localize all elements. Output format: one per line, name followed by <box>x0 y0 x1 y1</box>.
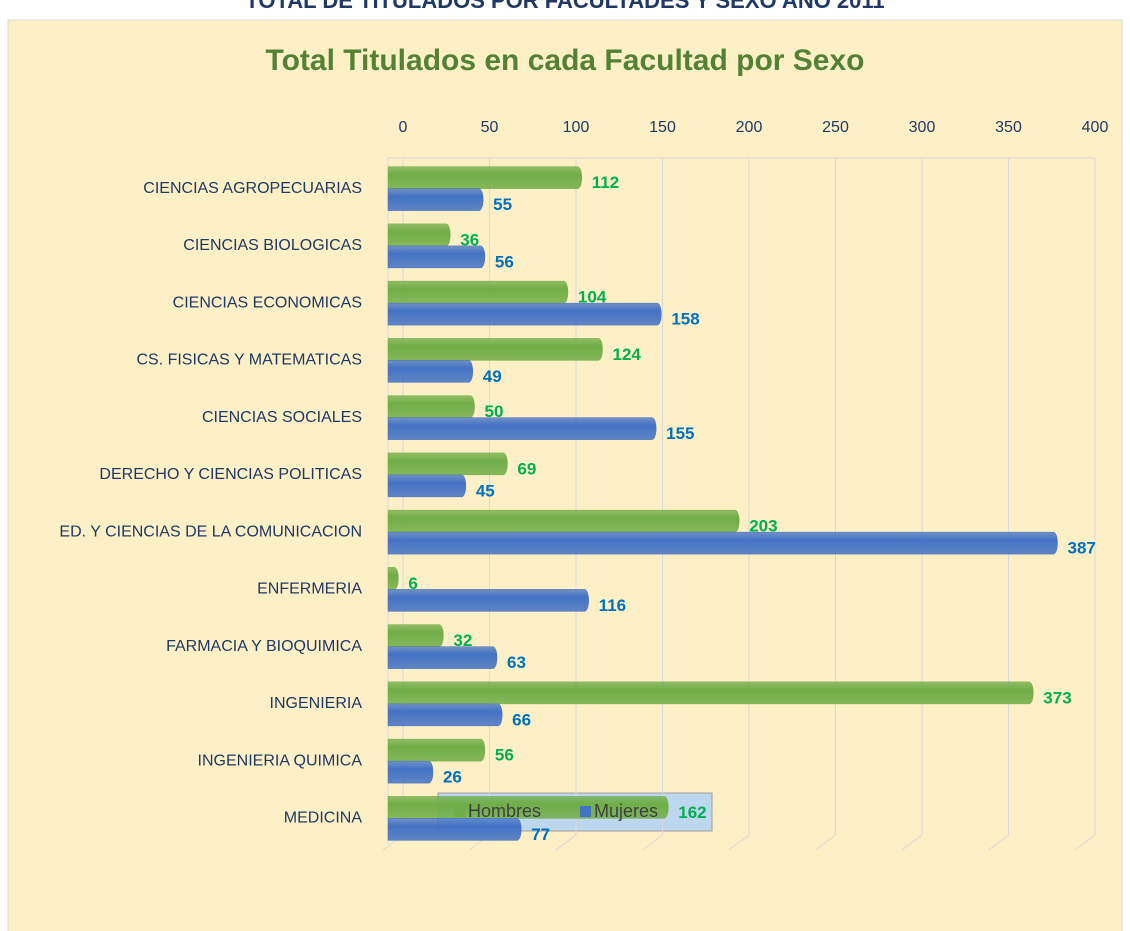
grid-line <box>815 834 836 851</box>
y-tick-label: INGENIERIA QUIMICA <box>198 752 363 769</box>
chart-title: Total Titulados en cada Facultad por Sex… <box>265 44 864 77</box>
data-label: 63 <box>507 653 526 672</box>
x-tick-label: 350 <box>995 119 1022 136</box>
grid-line <box>555 834 577 851</box>
y-tick-label: CS. FISICAS Y MATEMATICAS <box>136 352 362 369</box>
bar <box>387 338 603 361</box>
x-tick-label: 200 <box>736 119 763 136</box>
data-label: 373 <box>1043 688 1071 707</box>
x-tick-label: 100 <box>563 119 590 136</box>
bar <box>387 360 473 383</box>
bar <box>387 818 522 841</box>
x-tick-label: 400 <box>1082 119 1109 136</box>
y-tick-label: CIENCIAS AGROPECUARIAS <box>143 180 362 197</box>
data-label: 50 <box>485 402 504 421</box>
data-label: 387 <box>1068 539 1096 558</box>
y-tick-label: ED. Y CIENCIAS DE LA COMUNICACION <box>59 523 362 540</box>
data-label: 32 <box>453 631 472 650</box>
data-label: 6 <box>408 574 417 593</box>
bar <box>387 395 475 418</box>
y-tick-label: ENFERMERIA <box>257 581 362 598</box>
data-label: 155 <box>666 424 694 443</box>
grid-line <box>901 834 923 851</box>
bar <box>387 245 486 269</box>
bar <box>387 280 569 304</box>
grid-line <box>642 834 663 851</box>
y-tick-label: CIENCIAS BIOLOGICAS <box>183 237 362 254</box>
bar <box>387 567 399 590</box>
data-label: 162 <box>678 803 706 822</box>
data-label: 56 <box>495 252 514 271</box>
bar <box>387 223 451 247</box>
y-tick-label: MEDICINA <box>284 810 363 827</box>
data-label: 116 <box>599 596 626 615</box>
bar <box>387 509 740 533</box>
data-label: 36 <box>460 230 479 249</box>
y-tick-label: CIENCIAS SOCIALES <box>202 409 362 426</box>
legend-label: Hombres <box>468 801 541 821</box>
page-title: TOTAL DE TITULADOS POR FACULTADES Y SEXO… <box>245 0 884 13</box>
x-tick-label: 0 <box>399 119 408 136</box>
data-label: 26 <box>443 768 462 787</box>
data-label: 56 <box>495 746 514 765</box>
data-label: 55 <box>493 195 512 214</box>
data-label: 77 <box>531 825 550 844</box>
data-label: 112 <box>592 173 619 192</box>
legend-label: Mujeres <box>594 801 658 821</box>
data-label: 124 <box>613 345 642 364</box>
y-tick-label: FARMACIA Y BIOQUIMICA <box>166 638 362 655</box>
bar <box>387 760 434 784</box>
grid-line <box>988 834 1009 851</box>
bar <box>387 302 662 326</box>
legend-swatch <box>580 806 591 817</box>
data-label: 66 <box>512 710 531 729</box>
x-tick-label: 150 <box>649 119 676 136</box>
bar <box>387 166 582 189</box>
y-tick-label: CIENCIAS ECONOMICAS <box>173 294 362 311</box>
bar <box>387 589 589 612</box>
data-label: 69 <box>517 459 536 478</box>
legend-swatch <box>454 806 465 817</box>
data-label: 49 <box>483 367 502 386</box>
y-tick-label: INGENIERIA <box>270 695 363 712</box>
y-tick-label: DERECHO Y CIENCIAS POLITICAS <box>99 466 362 483</box>
bar <box>387 188 484 211</box>
bar <box>387 417 657 440</box>
bar <box>387 531 1058 555</box>
bar <box>387 624 444 647</box>
data-label: 203 <box>749 517 777 536</box>
x-tick-label: 300 <box>909 119 936 136</box>
bar <box>387 738 486 762</box>
data-label: 45 <box>476 481 495 500</box>
data-label: 158 <box>671 310 699 329</box>
bar <box>387 646 498 669</box>
bar <box>387 452 508 476</box>
bar <box>387 681 1034 705</box>
x-tick-label: 50 <box>481 119 499 136</box>
x-tick-label: 250 <box>822 119 849 136</box>
data-label: 104 <box>578 288 607 307</box>
grid-line <box>1074 834 1096 851</box>
bar <box>387 474 467 498</box>
grid-line <box>728 834 750 851</box>
bar <box>387 703 503 727</box>
